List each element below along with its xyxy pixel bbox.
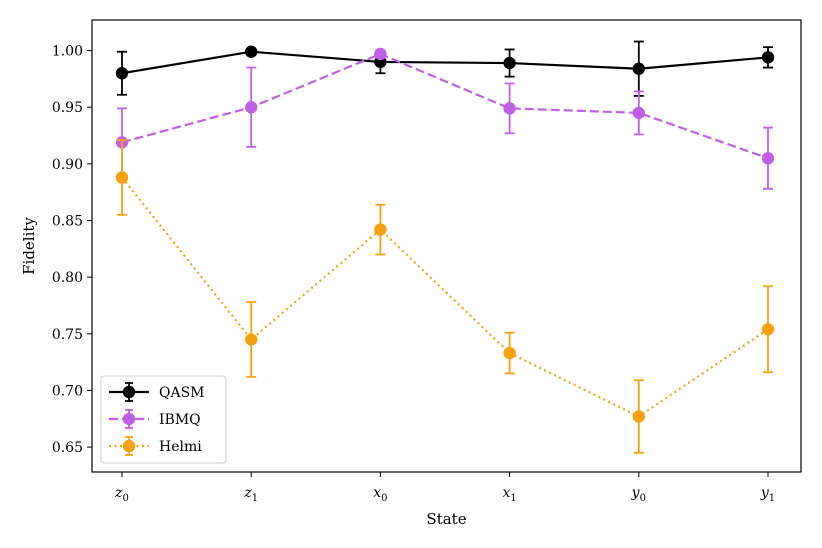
data-point [245,101,258,114]
y-tick-label: 0.90 [52,157,83,173]
series-line [121,52,769,160]
legend-label: QASM [159,385,205,401]
y-tick-label: 0.75 [52,327,83,343]
data-point [761,152,775,165]
data-point [115,171,129,184]
legend-item-helmi: Helmi [109,436,202,456]
y-axis-label: Fidelity [20,217,38,275]
plot-frame [91,19,802,473]
y-tick-label: 0.95 [52,100,83,116]
data-point [503,346,516,360]
x-tick-label: y0 [631,485,646,504]
series-qasm [115,40,775,97]
x-tick-label-base: x [373,485,381,501]
x-tick-label: z0 [114,485,129,504]
y-axis: 0.65 0.70 0.75 0.80 0.85 0.90 0.95 1.00 [52,44,92,456]
x-tick-label-subscript: 1 [769,493,775,504]
data-point [632,62,645,75]
y-tick-label: 0.80 [52,270,83,286]
data-point [245,45,258,58]
series-ibmq [115,47,775,190]
y-tick-label: 1.00 [52,44,83,60]
legend-label: IBMQ [159,412,201,428]
x-tick-label-subscript: 0 [640,493,646,504]
x-tick-label-base: z [114,485,123,501]
x-tick-label-base: y [760,485,770,501]
x-tick-label-subscript: 1 [510,493,516,504]
series-line [121,50,769,75]
data-point [503,56,516,70]
legend-marker [122,439,136,453]
data-point [632,410,645,423]
x-tick-label: y1 [760,485,775,504]
x-axis: z0 z1 x0 x1 y0 y1 [114,472,775,504]
legend-item-ibmq: IBMQ [109,409,201,429]
x-tick-label: x0 [373,485,387,504]
x-tick-label-base: y [631,485,641,501]
legend-item-qasm: QASM [109,382,205,402]
data-point [374,47,387,61]
x-tick-label-base: x [502,485,510,501]
x-tick-label: z1 [243,485,258,504]
x-tick-label-subscript: 0 [381,493,387,504]
x-tick-label-subscript: 1 [252,493,258,504]
legend-marker [122,412,136,426]
x-axis-label: State [426,510,466,528]
data-point [115,67,129,80]
x-tick-label-subscript: 0 [123,493,129,504]
data-point [374,223,387,236]
data-point [632,106,645,120]
data-point [245,333,258,346]
x-tick-label-base: z [243,485,252,501]
legend-label: Helmi [159,439,202,455]
y-tick-label: 0.70 [52,383,83,399]
y-tick-label: 0.85 [52,214,83,230]
x-tick-label: x1 [502,485,516,504]
legend: QASM IBMQ Helmi [100,375,227,464]
y-tick-label: 0.65 [52,440,83,456]
plot-area [115,40,775,454]
data-point [761,51,775,64]
data-point [761,323,775,336]
data-point [503,102,516,115]
legend-marker [122,385,136,399]
series-helmi [115,139,775,454]
